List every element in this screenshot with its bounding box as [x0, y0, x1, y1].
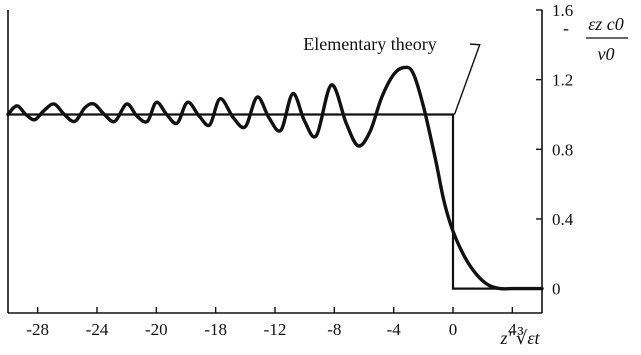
- x-tick-label: -20: [145, 320, 168, 339]
- y-axis-label: - εz c0 v0: [563, 14, 628, 64]
- plot-frame: [7, 10, 543, 314]
- y-tick-label: 0.8: [552, 140, 573, 159]
- elementary-theory-label: Elementary theory: [303, 34, 436, 54]
- y-axis-label-denominator: v0: [598, 44, 615, 64]
- x-axis-ticks: -28 -24 -20 -18 -12 -8 -4 0 4: [26, 307, 517, 339]
- series-layer: [6, 65, 544, 291]
- x-axis-label: z' ∛εt: [500, 327, 541, 348]
- y-tick-label: 0.4: [552, 210, 574, 229]
- x-tick-label: -12: [264, 320, 287, 339]
- x-tick-label: 0: [449, 320, 458, 339]
- y-axis-label-numerator: εz c0: [588, 14, 624, 34]
- y-axis-label-prefix: -: [563, 18, 569, 38]
- exact-solution-curve: [6, 65, 544, 291]
- x-tick-label: -24: [86, 320, 109, 339]
- x-tick-label: -18: [204, 320, 227, 339]
- y-tick-label: 1.6: [552, 1, 573, 20]
- annotation-layer: Elementary theory: [303, 34, 481, 115]
- y-tick-label: 0: [552, 280, 561, 299]
- x-tick-label: 4: [508, 320, 517, 339]
- y-tick-label: 1.2: [552, 71, 573, 90]
- elementary-theory-pointer-line: [453, 43, 481, 115]
- x-tick-label: -4: [387, 320, 402, 339]
- x-tick-label: -28: [26, 320, 49, 339]
- x-tick-label: -8: [327, 320, 341, 339]
- elementary-theory-step-line: [8, 113, 542, 290]
